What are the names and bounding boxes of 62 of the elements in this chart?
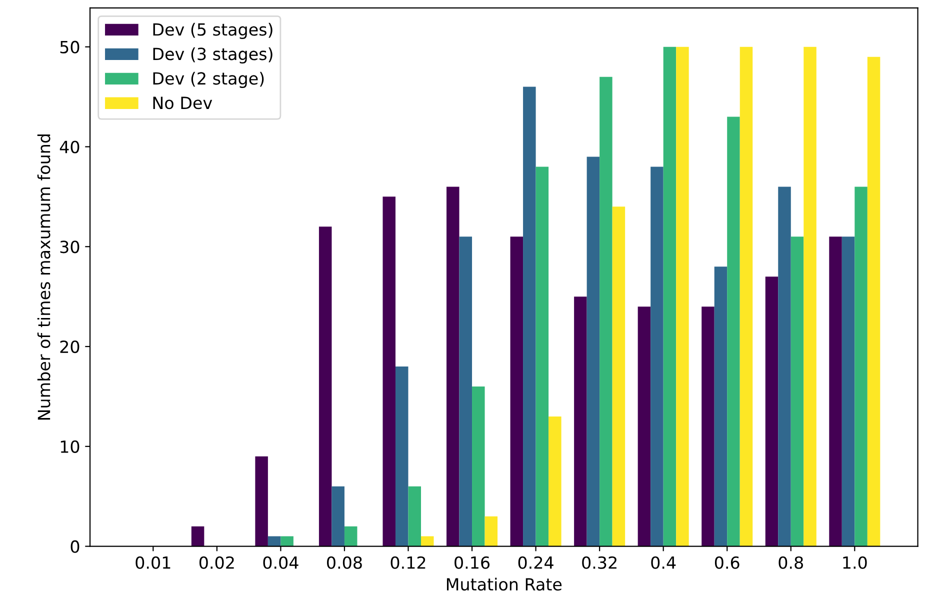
x-tick-label: 0.32 [582,556,616,569]
bar [408,486,421,546]
bar [829,236,842,546]
bar [472,386,485,546]
y-tick-label: 40 [60,140,80,154]
bar [280,536,294,546]
x-tick-label: 0.16 [454,556,490,569]
x-tick-label: 0.8 [778,556,803,569]
bar [663,46,676,546]
bar [804,46,816,546]
x-tick-label: 0.01 [136,556,170,569]
bar [318,226,332,546]
x-tick-label: 0.4 [651,556,676,569]
bar [446,186,460,546]
bar [395,366,408,546]
y-tick-label: 50 [60,40,80,54]
bar [765,276,778,546]
bar [740,46,753,546]
bar [255,456,268,546]
bar [790,236,804,546]
bar [638,306,651,546]
bar [459,236,472,546]
x-tick-label: 1.0 [843,556,867,569]
y-axis-title: Number of times maxumum found [37,134,50,420]
x-axis-title: Mutation Rate [446,578,562,591]
x-tick-label: 0.12 [390,556,426,569]
legend-label: Dev (2 stage) [153,72,264,88]
x-tick-label: 0.6 [714,556,740,569]
bar [727,116,740,546]
bar [574,296,587,546]
x-tick-label: 0.24 [518,556,554,569]
x-tick-label: 0.04 [263,556,298,569]
bar [600,76,612,546]
bar [536,166,549,546]
y-tick-label: 0 [70,540,80,553]
bar [421,536,434,546]
bar [854,186,868,546]
y-tick-label: 10 [60,440,80,453]
bar [650,166,664,546]
bar [586,156,600,546]
bar [510,236,524,546]
bar [332,486,344,546]
bar [778,186,791,546]
bar [484,516,498,546]
bar [191,526,204,546]
bar [842,236,855,546]
bar [702,306,714,546]
legend-label: No Dev [153,96,212,110]
bar [548,416,562,546]
bar [676,46,689,546]
bar [523,86,536,546]
bar [344,526,358,546]
bar [612,206,626,546]
legend-label: Dev (3 stages) [153,47,272,64]
y-tick-label: 30 [60,240,80,254]
bar [382,196,396,546]
bar [714,266,728,546]
bar [867,56,880,546]
x-tick-label: 0.02 [199,556,234,569]
legend-label: Dev (5 stages) [153,22,272,40]
x-tick-label: 0.08 [327,556,362,569]
y-tick-label: 20 [60,340,80,354]
